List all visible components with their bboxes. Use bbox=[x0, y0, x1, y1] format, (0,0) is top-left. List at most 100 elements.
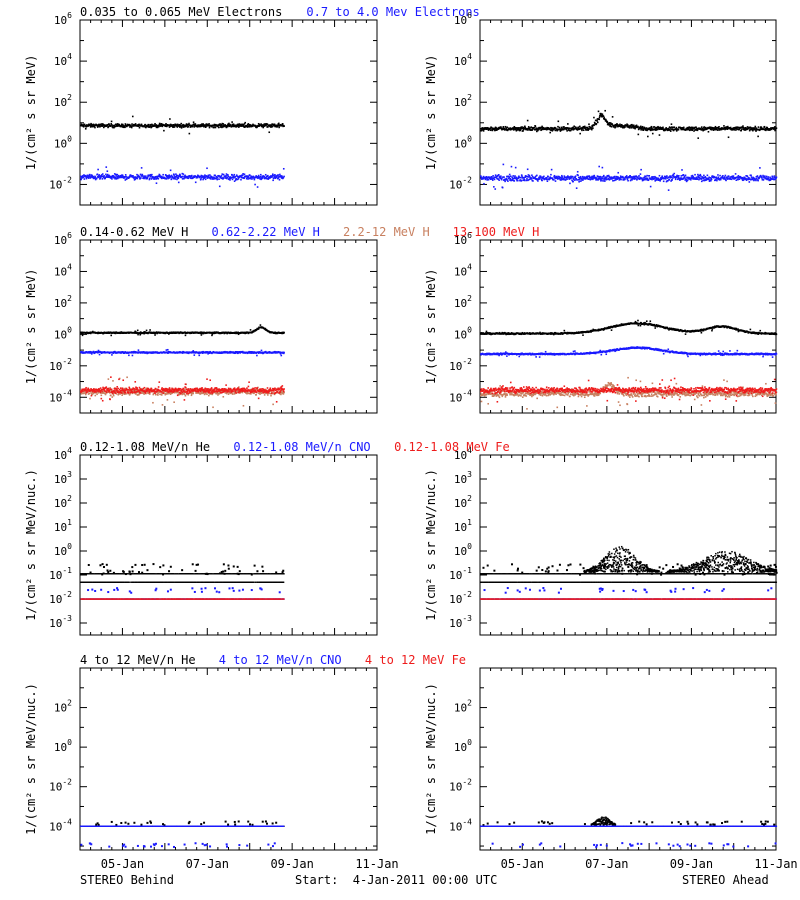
data-point bbox=[82, 390, 84, 392]
data-point bbox=[204, 124, 207, 126]
data-point bbox=[482, 128, 485, 131]
data-point bbox=[626, 178, 629, 181]
data-point bbox=[547, 175, 549, 178]
data-point bbox=[269, 177, 272, 179]
data-point bbox=[773, 126, 776, 128]
data-point bbox=[704, 179, 706, 181]
data-point bbox=[178, 175, 180, 178]
data-point bbox=[551, 177, 554, 180]
data-point bbox=[221, 173, 224, 175]
data-point bbox=[258, 176, 261, 179]
data-point bbox=[605, 118, 607, 121]
data-point bbox=[199, 124, 202, 126]
data-point bbox=[647, 179, 650, 181]
data-point bbox=[191, 174, 193, 177]
data-point bbox=[753, 128, 756, 131]
data-point bbox=[577, 126, 580, 129]
data-point bbox=[513, 180, 516, 182]
data-point bbox=[625, 175, 628, 177]
data-point bbox=[165, 178, 168, 180]
data-point bbox=[745, 175, 747, 177]
data-point bbox=[107, 378, 110, 380]
data-point bbox=[626, 126, 629, 128]
data-point bbox=[664, 129, 667, 131]
data-point bbox=[582, 126, 584, 129]
data-point bbox=[746, 126, 749, 128]
data-point bbox=[568, 127, 571, 130]
data-point bbox=[253, 392, 255, 395]
data-point bbox=[82, 176, 85, 179]
data-point bbox=[94, 126, 96, 129]
data-point bbox=[184, 175, 187, 178]
data-point bbox=[96, 350, 98, 353]
data-point bbox=[204, 178, 207, 181]
data-point bbox=[162, 176, 164, 178]
data-point bbox=[744, 129, 746, 131]
data-point bbox=[156, 126, 159, 129]
data-point bbox=[108, 390, 110, 393]
data-point bbox=[282, 393, 285, 395]
data-point bbox=[703, 126, 706, 128]
data-point bbox=[619, 124, 622, 127]
data-point bbox=[98, 175, 101, 178]
data-point bbox=[679, 177, 682, 180]
data-point bbox=[211, 333, 214, 335]
data-point bbox=[497, 178, 500, 180]
y-tick-label: 106 bbox=[54, 231, 72, 247]
data-point bbox=[559, 129, 562, 131]
data-point bbox=[203, 125, 205, 128]
data-point bbox=[102, 176, 105, 179]
data-point bbox=[728, 175, 730, 178]
data-point bbox=[527, 129, 529, 131]
data-point bbox=[164, 124, 167, 126]
data-point bbox=[182, 124, 185, 126]
data-point bbox=[148, 175, 150, 177]
data-point bbox=[630, 126, 633, 129]
data-point bbox=[684, 176, 686, 179]
data-point bbox=[123, 176, 126, 179]
data-point bbox=[769, 176, 771, 179]
data-point bbox=[514, 127, 517, 129]
data-point bbox=[120, 125, 122, 128]
series-black-behind bbox=[80, 115, 285, 135]
data-point bbox=[607, 122, 610, 124]
data-point bbox=[639, 176, 641, 179]
data-point bbox=[485, 126, 487, 129]
data-point bbox=[742, 177, 745, 180]
data-point bbox=[672, 173, 674, 176]
data-point bbox=[754, 125, 757, 128]
data-point bbox=[502, 176, 504, 178]
data-point bbox=[266, 177, 268, 180]
data-point bbox=[677, 128, 680, 131]
data-point bbox=[537, 127, 540, 130]
data-point bbox=[626, 124, 629, 126]
data-point bbox=[531, 129, 534, 131]
data-point bbox=[773, 128, 775, 131]
data-point bbox=[208, 123, 210, 125]
data-point bbox=[158, 125, 160, 128]
data-point bbox=[606, 120, 609, 123]
data-point bbox=[128, 354, 130, 357]
y-tick-exponent: 0 bbox=[467, 134, 472, 143]
data-point bbox=[235, 174, 238, 177]
data-point bbox=[123, 125, 126, 127]
data-point bbox=[773, 175, 776, 177]
data-point bbox=[665, 127, 667, 129]
y-tick-exponent: -2 bbox=[462, 175, 472, 184]
data-point bbox=[168, 174, 170, 177]
data-point bbox=[222, 124, 224, 127]
data-point bbox=[694, 173, 696, 176]
data-point bbox=[105, 173, 107, 176]
data-point bbox=[601, 113, 604, 115]
data-point bbox=[90, 392, 92, 394]
data-point bbox=[226, 125, 229, 128]
data-point bbox=[585, 129, 587, 131]
data-point bbox=[138, 126, 141, 129]
data-point bbox=[236, 125, 239, 127]
data-point bbox=[591, 125, 594, 128]
data-point bbox=[264, 173, 267, 176]
data-point bbox=[714, 127, 716, 130]
y-tick-label: 10-2 bbox=[49, 175, 72, 191]
data-point bbox=[247, 176, 250, 178]
